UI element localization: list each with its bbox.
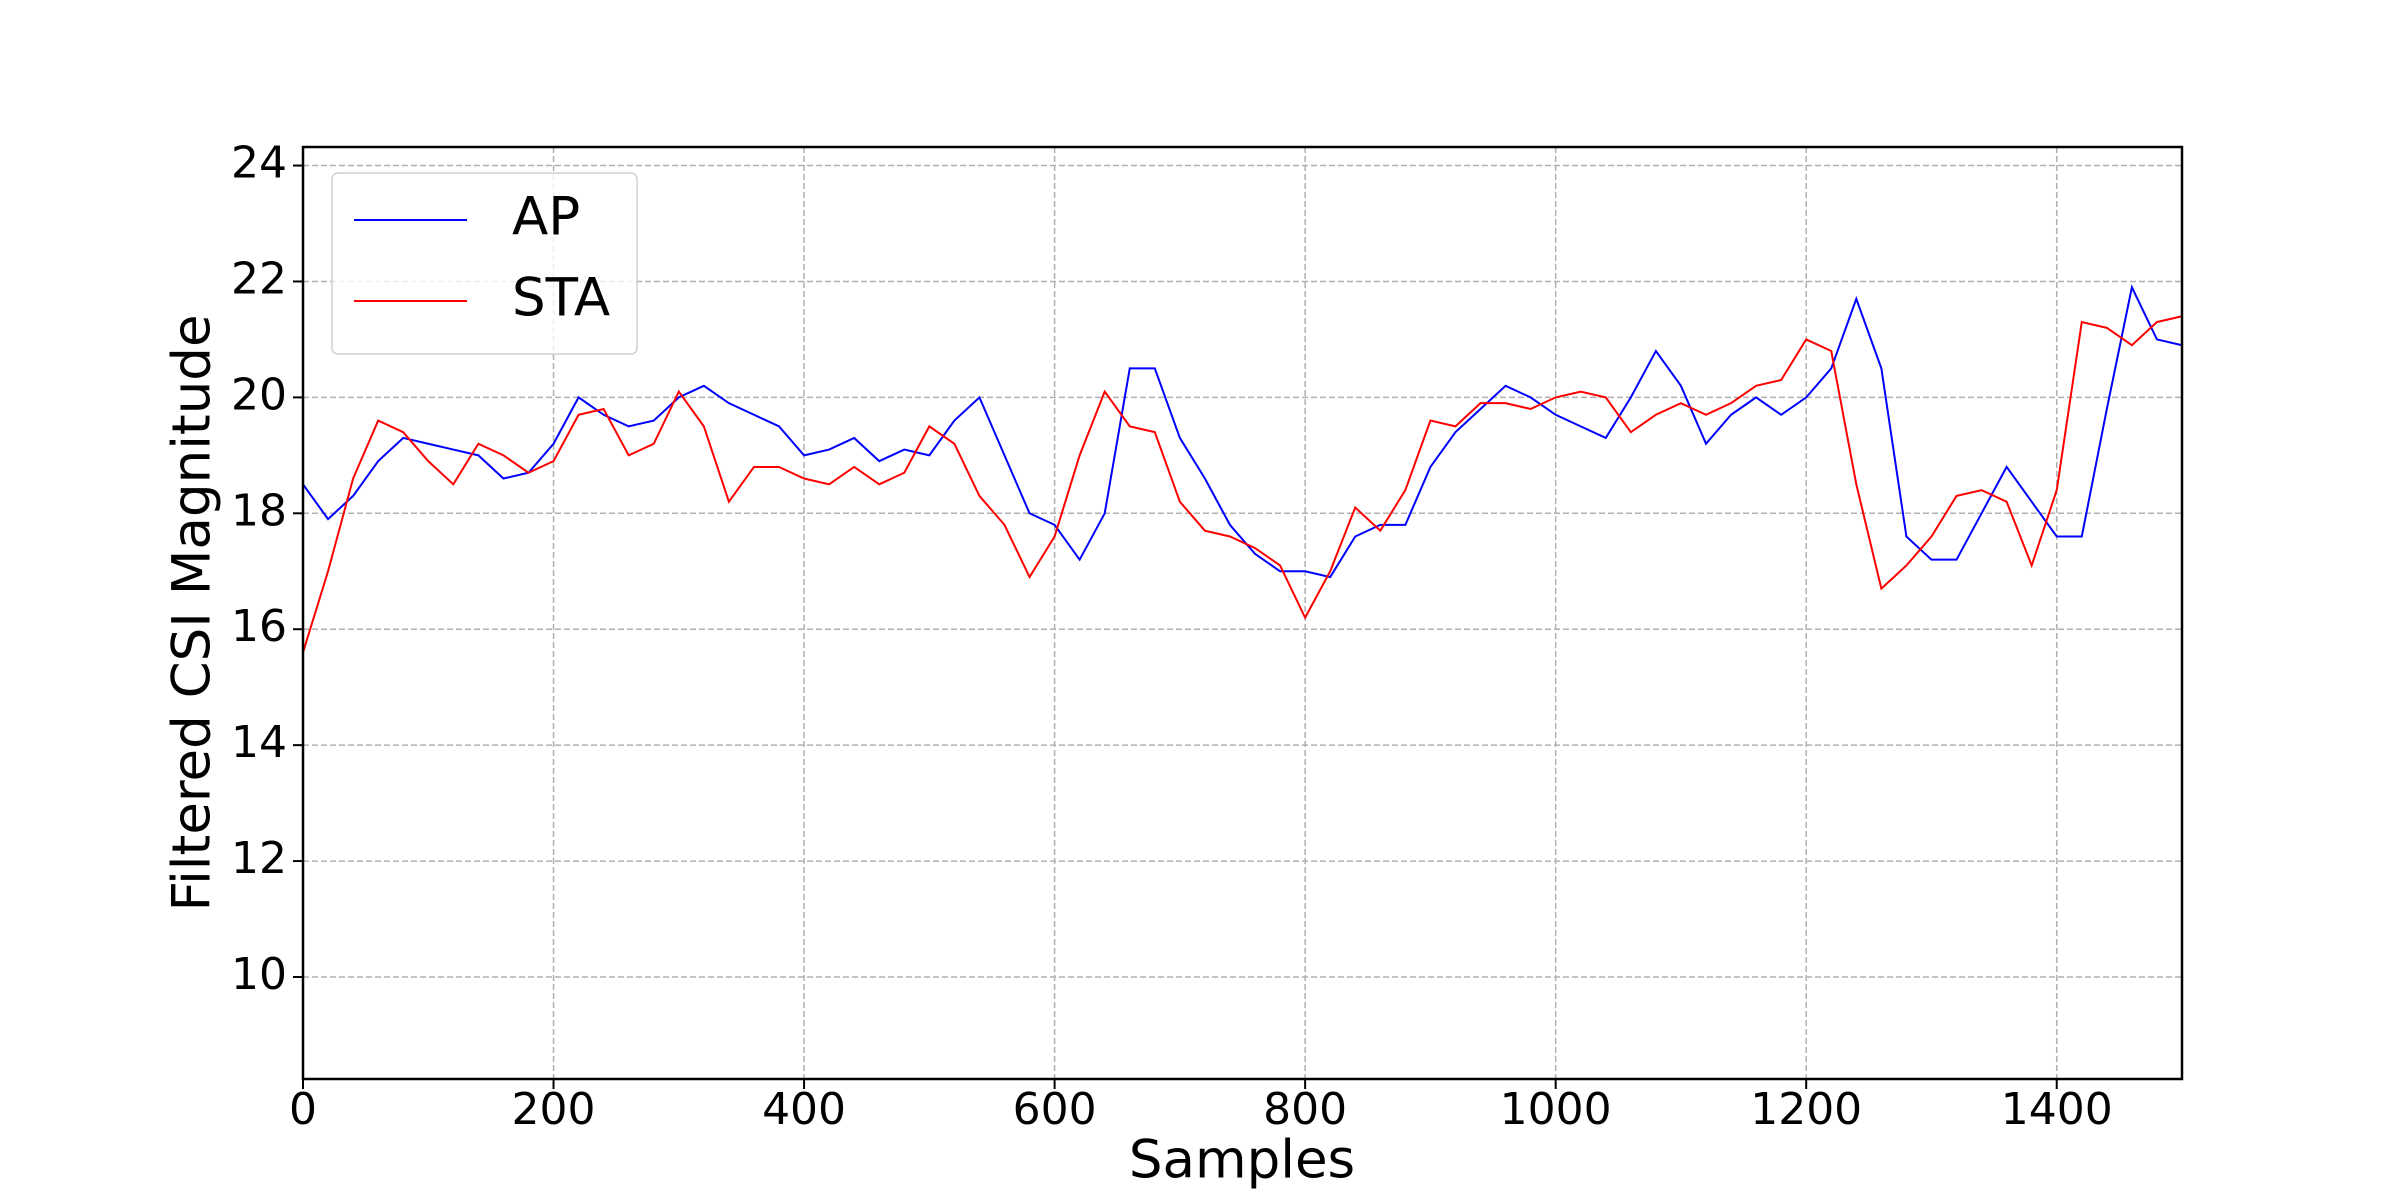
legend-label: STA xyxy=(512,268,610,329)
x-tick-label: 1400 xyxy=(2001,1084,2113,1135)
y-tick-label: 22 xyxy=(231,253,287,304)
y-tick-label: 16 xyxy=(231,601,287,652)
y-tick-label: 18 xyxy=(231,485,287,536)
x-axis-label: Samples xyxy=(1129,1130,1355,1191)
x-tick-label: 400 xyxy=(762,1084,846,1135)
x-tick-label: 0 xyxy=(289,1084,317,1135)
x-tick-label: 800 xyxy=(1263,1084,1347,1135)
y-tick-label: 10 xyxy=(231,949,287,1000)
y-axis-label: Filtered CSI Magnitude xyxy=(162,314,223,911)
y-tick-label: 20 xyxy=(231,369,287,420)
y-tick-label: 24 xyxy=(231,138,287,189)
plot-frame xyxy=(301,145,2184,1081)
legend-label: AP xyxy=(512,187,580,248)
x-tick-label: 1200 xyxy=(1750,1084,1862,1135)
data-line xyxy=(302,284,2183,579)
x-tick-label: 1000 xyxy=(1500,1084,1612,1135)
x-tick-label: 200 xyxy=(512,1084,596,1135)
y-tick-label: 14 xyxy=(231,717,287,768)
legend-box xyxy=(331,172,638,355)
data-line xyxy=(302,315,2183,653)
y-tick-label: 12 xyxy=(231,833,287,884)
x-tick-label: 600 xyxy=(1013,1084,1097,1135)
